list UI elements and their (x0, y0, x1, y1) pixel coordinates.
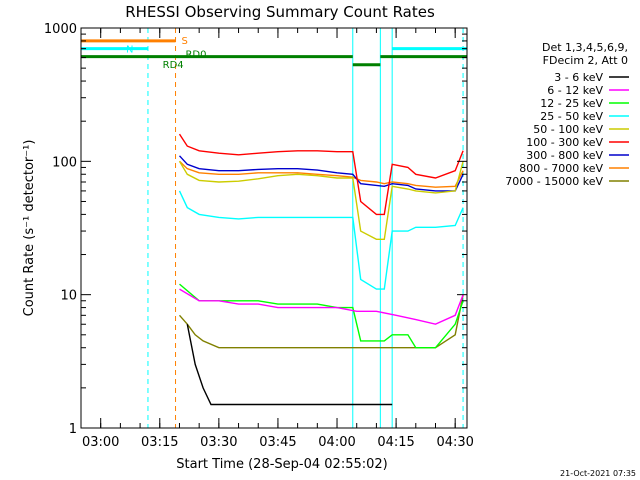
x-tick-label: 03:15 (141, 435, 178, 450)
y-tick-label: 1000 (44, 22, 77, 37)
plot-frame (80, 27, 468, 429)
x-axis-label: Start Time (28-Sep-04 02:55:02) (176, 457, 387, 472)
legend-label: 12 - 25 keV (540, 97, 603, 110)
x-tick-label: 04:30 (436, 435, 473, 450)
x-tick-label: 03:00 (82, 435, 119, 450)
legend-label: 6 - 12 keV (547, 84, 603, 97)
series-300-800-kevline (178, 155, 464, 192)
legend-label: 25 - 50 keV (540, 110, 603, 123)
state-label-rd0: RD0 (185, 50, 206, 61)
y-tick-label: 1 (69, 422, 77, 437)
legend-label: 300 - 800 keV (526, 149, 603, 162)
legend-label: 7000 - 15000 keV (505, 175, 603, 188)
legend-header-line: Det 1,3,4,5,6,9, (542, 41, 628, 54)
series-50-100-kevline (178, 160, 464, 241)
state-label-n: N (126, 45, 133, 56)
legend-label: 800 - 7000 keV (519, 162, 603, 175)
legend-label: 100 - 300 keV (526, 136, 603, 149)
chart-title: RHESSI Observing Summary Count Rates (125, 3, 435, 21)
y-axis-label: Count Rate (s⁻¹ detector⁻¹) (22, 140, 37, 317)
y-tick-label: 100 (52, 155, 77, 170)
series-12-25-kevline (179, 283, 464, 349)
series-layer (178, 133, 464, 406)
legend-label: 50 - 100 keV (533, 123, 603, 136)
x-tick-label: 03:30 (200, 435, 237, 450)
legend: Det 1,3,4,5,6,9,FDecim 2, Att 0 3 - 6 keV… (505, 41, 629, 188)
series-800-7000-kevline (179, 160, 464, 188)
series-3-6-kevline (186, 324, 393, 406)
state-label-s: S (182, 36, 188, 47)
x-tick-label: 04:00 (318, 435, 355, 450)
legend-label: 3 - 6 keV (554, 71, 603, 84)
legend-header-line: FDecim 2, Att 0 (543, 54, 628, 67)
state-label-rd4: RD4 (163, 60, 184, 71)
y-tick-label: 10 (60, 289, 77, 304)
series-100-300-kevline (178, 133, 464, 216)
timestamp: 21-Oct-2021 07:35 (560, 469, 636, 478)
x-axis: 03:00 03:15 03:30 03:45 04:00 04:15 04:30 (82, 28, 474, 450)
series-25-50-kevline (178, 190, 464, 290)
series-6-12-kevline (179, 288, 464, 325)
x-tick-label: 04:15 (377, 435, 414, 450)
y-axis: 1 10 100 1000 (44, 22, 467, 437)
x-tick-label: 03:45 (259, 435, 296, 450)
